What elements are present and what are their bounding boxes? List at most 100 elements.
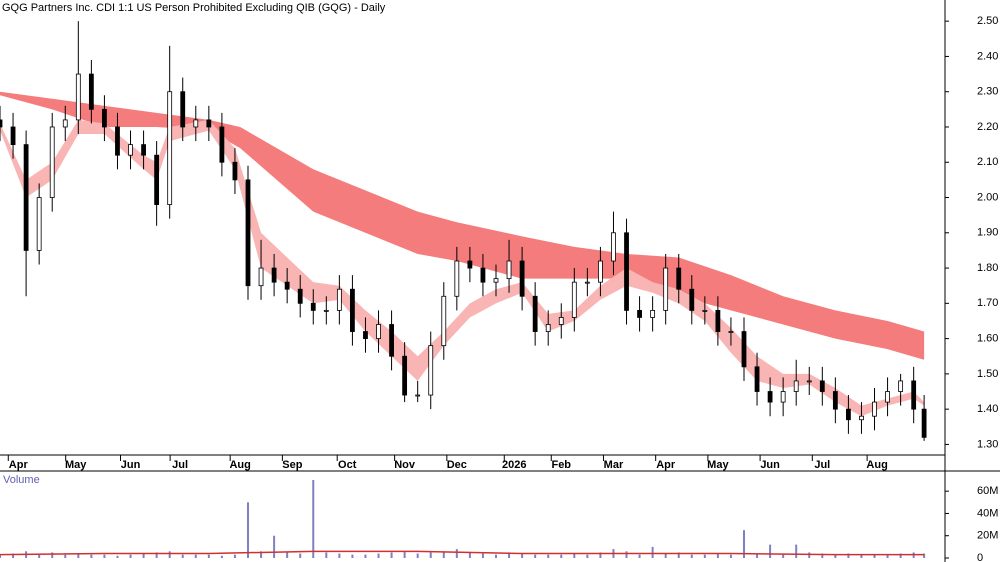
candle-body xyxy=(193,119,199,128)
candle-body xyxy=(793,380,799,392)
candle-body xyxy=(389,324,394,357)
volume-tick-label: 40M xyxy=(977,507,998,519)
candle-body xyxy=(506,260,512,280)
candle-body xyxy=(846,408,851,421)
y-tick-label: 2.50 xyxy=(977,15,998,27)
candle-body xyxy=(36,197,42,251)
candle-body xyxy=(571,281,577,318)
candle-body xyxy=(832,391,838,410)
candle-body xyxy=(663,267,669,311)
candle-body xyxy=(911,380,917,410)
candle-body xyxy=(689,288,695,311)
x-tick-label: Dec xyxy=(447,459,467,471)
volume-tick-label: 0 xyxy=(977,552,983,562)
y-tick-label: 2.30 xyxy=(977,86,998,98)
candle-body xyxy=(219,126,225,163)
candle-body xyxy=(49,126,55,198)
candle-body xyxy=(402,355,408,396)
candle-body xyxy=(271,267,277,283)
candle-body xyxy=(323,309,329,312)
candle-body xyxy=(428,345,434,396)
x-tick-label: Apr xyxy=(656,459,676,471)
volume-average xyxy=(0,550,925,556)
candle-body xyxy=(180,91,186,128)
candle-body xyxy=(23,144,29,251)
candle-body xyxy=(141,144,146,156)
candle-body xyxy=(558,317,564,325)
candle-body xyxy=(0,119,3,128)
x-tick-label: Jun xyxy=(121,459,141,471)
y-tick-label: 2.10 xyxy=(977,156,998,168)
x-tick-label: Aug xyxy=(229,459,250,471)
candle-body xyxy=(715,309,721,332)
candle-body xyxy=(859,415,864,421)
candle-body xyxy=(598,260,603,283)
y-tick-label: 1.60 xyxy=(977,333,998,345)
candle-body xyxy=(898,380,904,392)
x-tick-label: Apr xyxy=(9,459,29,471)
candle-body xyxy=(115,126,120,156)
x-tick-label: May xyxy=(65,459,87,471)
candle-body xyxy=(624,232,629,311)
y-tick-label: 1.50 xyxy=(977,368,998,380)
candle-body xyxy=(376,324,381,340)
y-tick-label: 2.40 xyxy=(977,50,998,62)
candle-body xyxy=(545,324,551,332)
candle-body xyxy=(297,288,303,304)
candle-body xyxy=(206,119,212,128)
candle-body xyxy=(75,73,81,121)
candle-body xyxy=(310,302,316,311)
chart-title: GQG Partners Inc. CDI 1:1 US Person Proh… xyxy=(2,2,386,14)
candle-body xyxy=(232,161,238,181)
candle-body xyxy=(611,232,616,262)
candle-body xyxy=(154,154,160,205)
x-tick-label: Oct xyxy=(338,459,357,471)
x-tick-label: Aug xyxy=(866,459,887,471)
x-tick-label: Feb xyxy=(551,459,571,471)
candle-body xyxy=(493,278,499,283)
candle-body xyxy=(245,179,251,287)
y-tick-label: 2.00 xyxy=(977,191,998,203)
candle-body xyxy=(885,391,890,403)
volume-label: Volume xyxy=(3,474,40,486)
candle-body xyxy=(480,267,486,283)
x-tick-label: May xyxy=(707,459,729,471)
x-tick-label: Nov xyxy=(394,459,416,471)
y-tick-label: 1.80 xyxy=(977,262,998,274)
y-tick-label: 1.30 xyxy=(977,438,998,450)
candle-body xyxy=(10,126,16,146)
candle-body xyxy=(336,288,342,311)
y-tick-label: 1.70 xyxy=(977,297,998,309)
candle-body xyxy=(102,108,107,128)
candle-body xyxy=(780,391,786,403)
candle-body xyxy=(519,260,525,297)
x-tick-label: Sep xyxy=(282,459,302,471)
candle-body xyxy=(258,267,264,287)
candle-body xyxy=(350,288,355,332)
candle-body xyxy=(441,295,447,347)
volume-tick-label: 60M xyxy=(977,485,998,497)
candle-body xyxy=(88,73,94,110)
candle-body xyxy=(806,380,812,383)
x-tick-label: 2026 xyxy=(502,459,526,471)
candle-body xyxy=(741,331,747,368)
candle-body xyxy=(819,380,825,392)
candle-body xyxy=(284,281,290,290)
moving-average-band xyxy=(0,119,925,417)
volume-tick-label: 20M xyxy=(977,530,998,542)
candle-body xyxy=(62,119,68,128)
x-tick-label: Jul xyxy=(814,459,830,471)
candle-body xyxy=(454,260,460,297)
x-tick-label: Jun xyxy=(760,459,780,471)
candle-body xyxy=(872,401,877,417)
candle-body xyxy=(921,408,927,438)
candle-body xyxy=(415,394,421,397)
x-tick-label: Jul xyxy=(172,459,188,471)
candle-body xyxy=(167,91,173,205)
candle-body xyxy=(650,309,656,318)
x-tick-label: Mar xyxy=(604,459,624,471)
y-tick-label: 1.40 xyxy=(977,403,998,415)
candle-body xyxy=(728,331,734,333)
